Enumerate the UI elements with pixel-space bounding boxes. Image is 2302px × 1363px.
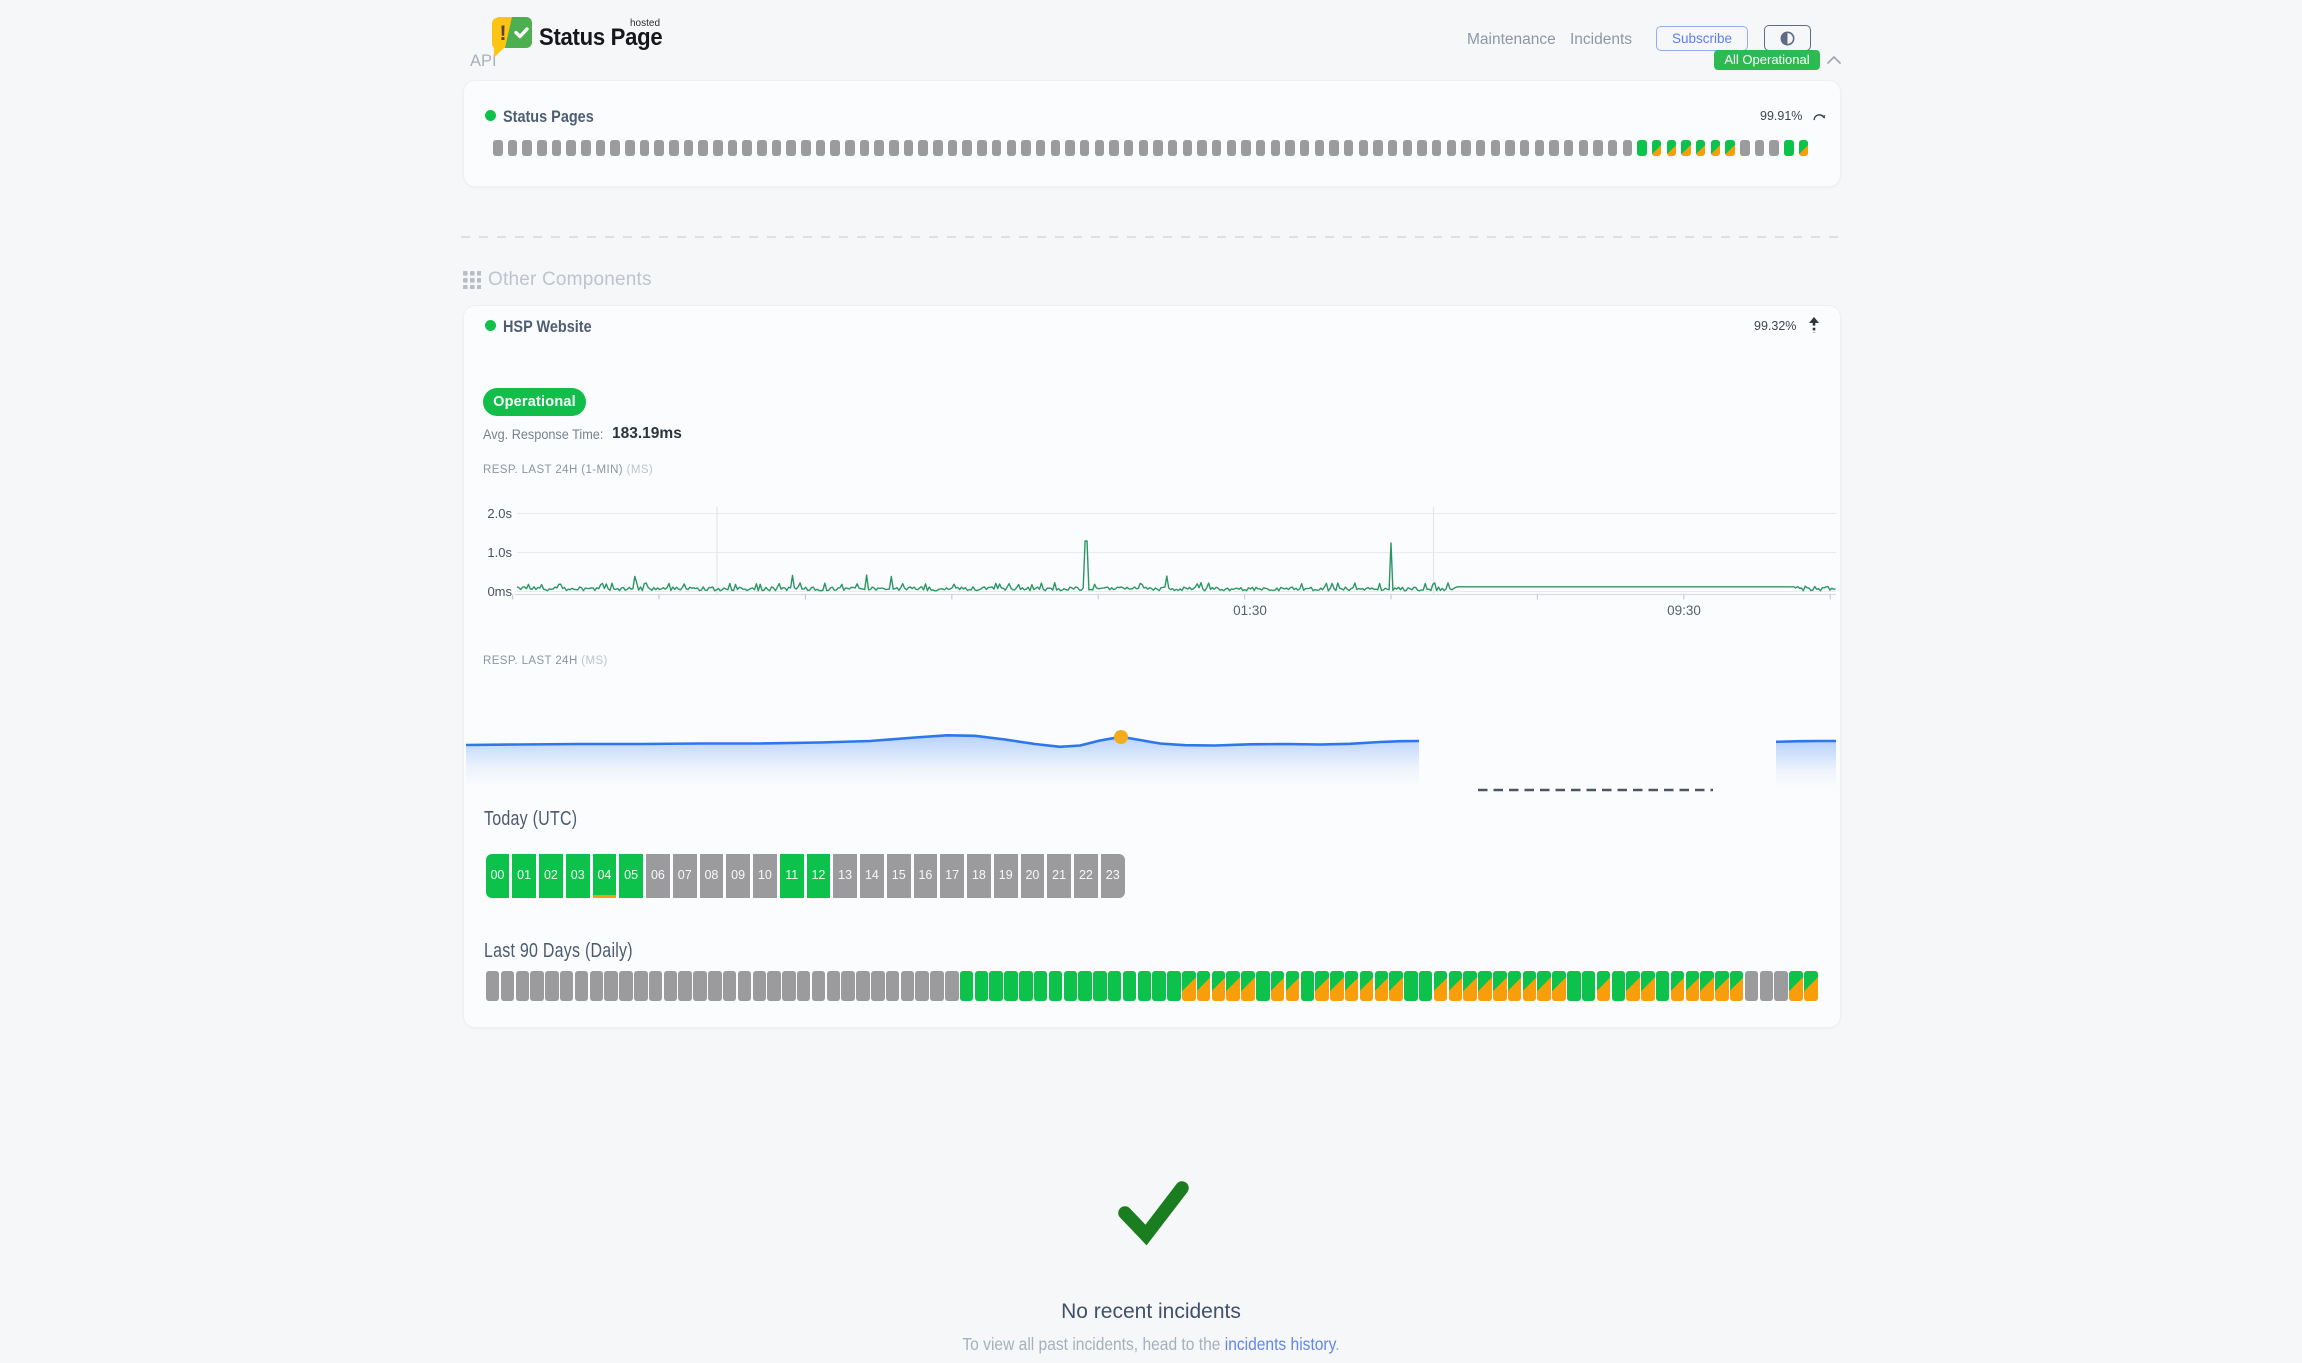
svg-text:!: ! — [500, 22, 507, 45]
